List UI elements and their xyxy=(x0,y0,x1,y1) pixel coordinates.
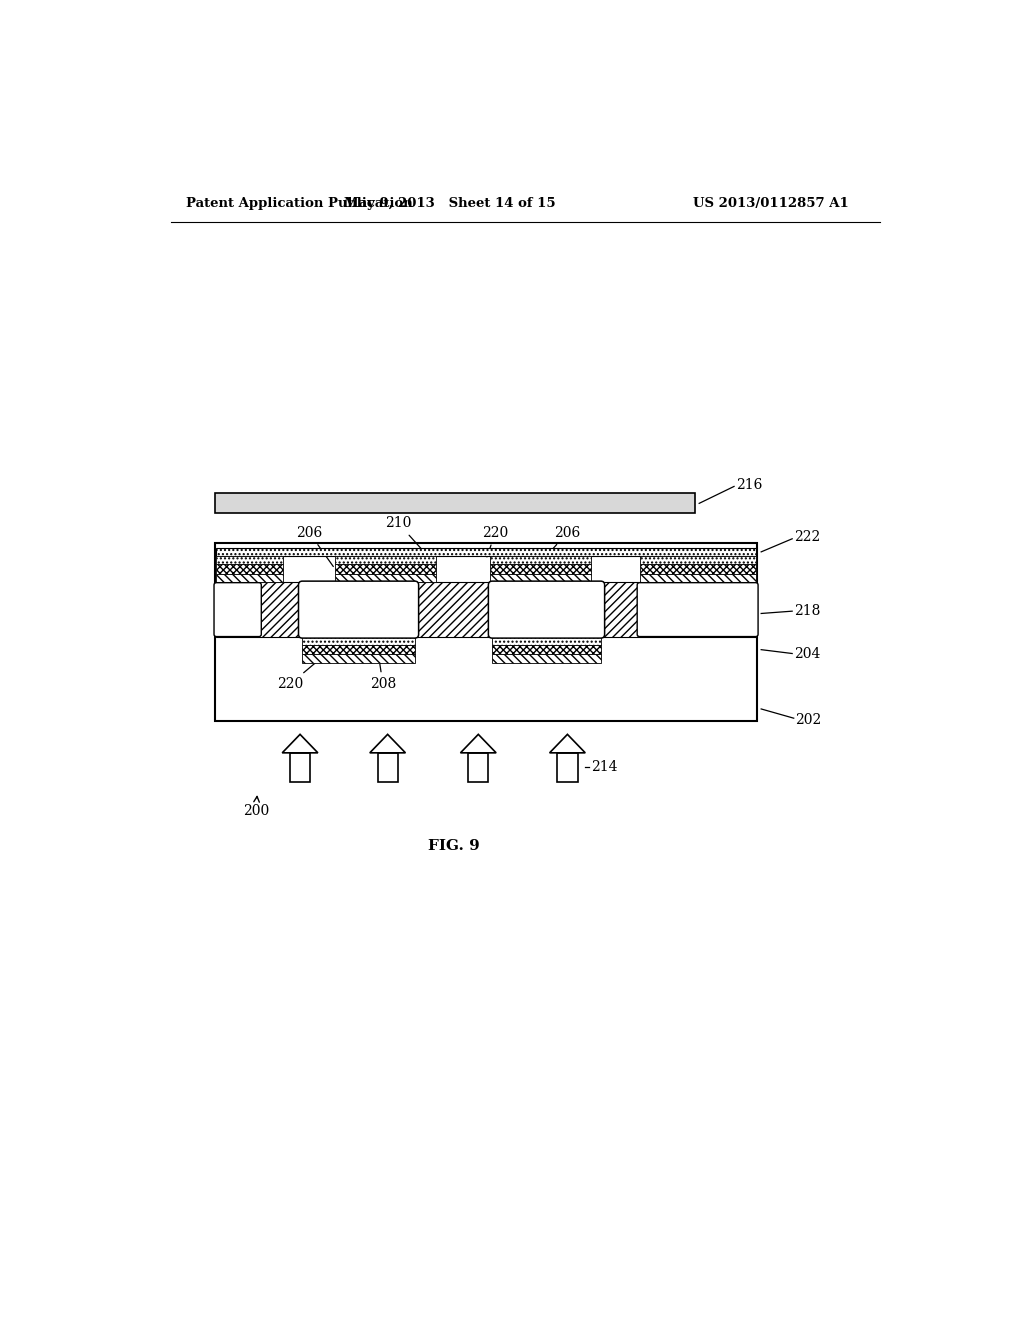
Text: 200: 200 xyxy=(243,796,269,817)
FancyBboxPatch shape xyxy=(299,581,419,638)
Text: May 9, 2013   Sheet 14 of 15: May 9, 2013 Sheet 14 of 15 xyxy=(344,197,555,210)
Text: 206: 206 xyxy=(296,525,334,566)
Polygon shape xyxy=(461,734,496,752)
Text: 216: 216 xyxy=(735,478,762,492)
Bar xyxy=(302,638,415,645)
Bar xyxy=(335,564,435,574)
Text: 210: 210 xyxy=(385,516,422,550)
FancyBboxPatch shape xyxy=(488,581,604,638)
Text: 220: 220 xyxy=(276,652,329,692)
Text: 208: 208 xyxy=(370,652,396,692)
Bar xyxy=(489,564,591,574)
Bar xyxy=(557,752,578,781)
Text: 202: 202 xyxy=(796,713,821,727)
Bar xyxy=(215,494,695,513)
Text: 222: 222 xyxy=(794,531,820,544)
Bar xyxy=(335,574,435,582)
Bar xyxy=(215,544,758,721)
Bar xyxy=(290,752,310,781)
Text: Patent Application Publication: Patent Application Publication xyxy=(186,197,413,210)
Bar xyxy=(489,574,591,582)
Polygon shape xyxy=(370,734,406,752)
Bar xyxy=(216,574,283,582)
Bar xyxy=(335,556,435,564)
Text: US 2013/0112857 A1: US 2013/0112857 A1 xyxy=(693,197,849,210)
Text: 204: 204 xyxy=(794,647,820,660)
Bar xyxy=(216,582,756,638)
Bar xyxy=(216,564,283,574)
Text: 210: 210 xyxy=(308,611,340,628)
Text: 218: 218 xyxy=(794,605,820,618)
Polygon shape xyxy=(283,734,317,752)
Bar xyxy=(493,638,601,645)
Bar xyxy=(378,752,397,781)
Bar xyxy=(468,752,488,781)
Bar xyxy=(489,556,591,564)
Bar xyxy=(302,653,415,663)
Text: 214: 214 xyxy=(591,760,617,775)
Text: 206: 206 xyxy=(537,525,581,566)
Bar xyxy=(493,653,601,663)
Text: 220: 220 xyxy=(482,525,509,557)
Text: FIG. 9: FIG. 9 xyxy=(428,840,479,853)
Bar xyxy=(216,556,283,564)
Bar xyxy=(216,548,756,556)
Bar xyxy=(640,556,756,564)
Bar xyxy=(493,645,601,653)
FancyBboxPatch shape xyxy=(214,582,261,636)
Bar xyxy=(302,645,415,653)
Bar xyxy=(640,574,756,582)
Polygon shape xyxy=(550,734,586,752)
FancyBboxPatch shape xyxy=(637,582,758,636)
Bar xyxy=(640,564,756,574)
